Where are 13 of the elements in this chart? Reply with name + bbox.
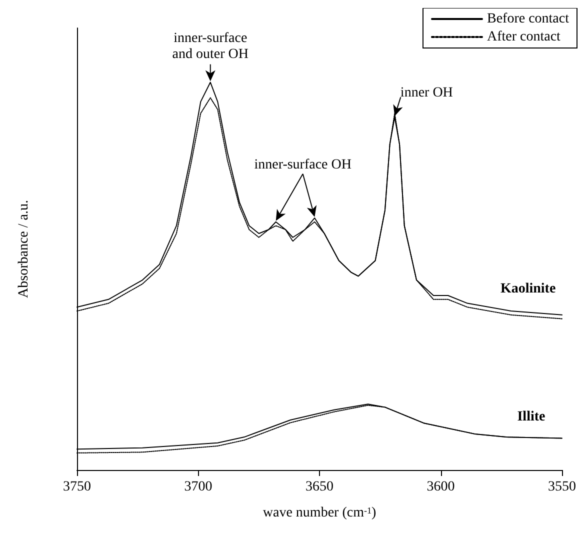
annotation: Illite xyxy=(517,410,546,425)
x-tick-label: 3700 xyxy=(184,480,212,494)
annotation: inner-surface and outer OH xyxy=(172,30,248,62)
x-tick-label: 3600 xyxy=(426,480,455,494)
x-tick-label: 3650 xyxy=(306,480,334,494)
annotation: inner OH xyxy=(400,86,453,101)
y-axis-title: Absorbance / a.u. xyxy=(16,200,32,298)
legend-label: Before contact xyxy=(486,12,570,26)
annotation: inner-surface OH xyxy=(254,157,352,172)
x-tick-label: 3550 xyxy=(548,480,576,494)
x-tick-label: 3750 xyxy=(63,480,91,494)
annotation: Kaolinite xyxy=(500,282,556,297)
legend-label: After contact xyxy=(486,30,561,44)
